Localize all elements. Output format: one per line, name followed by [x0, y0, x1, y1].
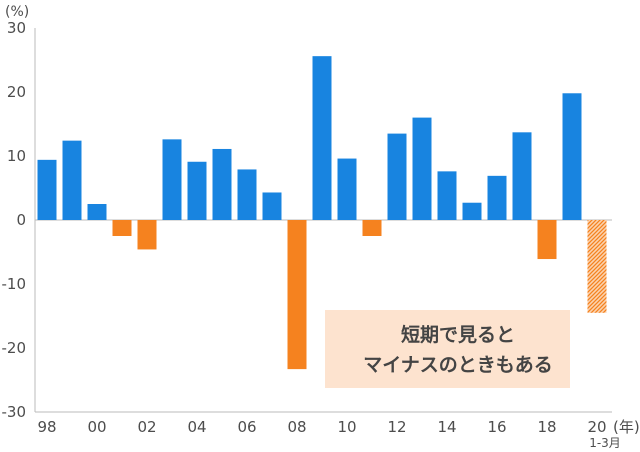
x-tick-label: 08	[287, 418, 306, 436]
x-tick-label: 18	[537, 418, 556, 436]
y-tick-label: 0	[16, 211, 26, 229]
y-tick-labels: 30 20 10 0 -10 -20 -30	[2, 19, 27, 421]
bar-2010	[337, 158, 357, 220]
bar-2009	[312, 56, 332, 220]
bar-2020	[587, 220, 607, 313]
bar-2001	[112, 220, 132, 236]
x-tick-label: 12	[387, 418, 406, 436]
x-tick-label: 98	[37, 418, 56, 436]
bar-2016	[487, 175, 507, 220]
bar-2000	[87, 204, 107, 220]
y-tick-label: -10	[2, 275, 27, 293]
bar-2014	[437, 171, 457, 220]
annotation-line-1: 短期で見ると	[401, 323, 515, 346]
x-tick-label: 02	[137, 418, 156, 436]
x-tick-label: 16	[487, 418, 506, 436]
bar-2018	[537, 220, 557, 260]
bar-2005	[212, 148, 232, 220]
bar-2006	[237, 169, 257, 220]
bar-2004	[187, 161, 207, 220]
bar-2013	[412, 117, 432, 220]
y-tick-label: 10	[7, 147, 26, 165]
annotation-line-2: マイナスのときもある	[363, 354, 553, 376]
bar-2003	[162, 139, 182, 220]
bar-2017	[512, 132, 532, 220]
bar-2011	[362, 220, 382, 236]
x-tick-labels: 98 00 02 04 06 08 10 12 14 16 18 20	[37, 418, 606, 436]
bar-2012	[387, 133, 407, 220]
bar-2007	[262, 192, 282, 220]
x-tick-label: 04	[187, 418, 206, 436]
bar-2015	[462, 202, 482, 220]
x-unit-label: (年)	[613, 418, 640, 436]
bars	[37, 56, 607, 370]
x-tick-label: 20	[587, 418, 606, 436]
bar-2002	[137, 220, 157, 250]
bar-2019	[562, 93, 582, 220]
annotation-background	[325, 310, 570, 388]
x-tick-label: 00	[87, 418, 106, 436]
y-tick-label: 30	[7, 19, 26, 37]
bar-1998	[37, 159, 57, 220]
x-tick-label: 10	[337, 418, 356, 436]
y-tick-label: -30	[2, 403, 27, 421]
bar-1999	[62, 140, 82, 220]
y-unit-label: (%)	[5, 4, 29, 20]
y-tick-label: 20	[7, 83, 26, 101]
annotation-box: 短期で見ると マイナスのときもある	[325, 310, 570, 388]
x-tick-label: 14	[437, 418, 456, 436]
y-tick-label: -20	[2, 339, 27, 357]
x-sub-label: 1-3月	[589, 436, 621, 450]
bar-2008	[287, 220, 307, 370]
x-tick-label: 06	[237, 418, 256, 436]
